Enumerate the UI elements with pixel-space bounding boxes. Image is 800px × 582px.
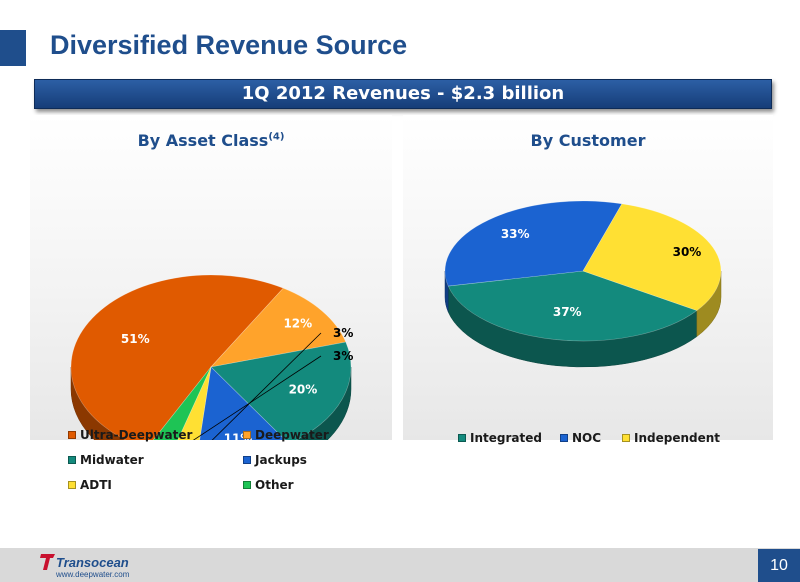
legend-label: NOC [572, 431, 602, 445]
pie-slice-adti [177, 366, 212, 440]
data-label-independent: 30% [673, 245, 702, 259]
slide-title: Diversified Revenue Source [50, 30, 408, 60]
pie-slice-integrated [447, 270, 698, 342]
customer-pie-chart: 37% 33% 30% [444, 200, 722, 368]
legend-swatch [68, 456, 76, 464]
title-accent-bar [0, 30, 26, 66]
customer-legend: Integrated NOC Independent [458, 431, 758, 451]
pie-slice-ultra-deepwater [70, 274, 284, 440]
legend-label: Midwater [80, 453, 144, 467]
legend-label: Deepwater [255, 428, 329, 442]
legend-label: Ultra-Deepwater [80, 428, 193, 442]
legend-swatch [458, 434, 466, 442]
logo-text: Transocean [56, 555, 129, 570]
legend-item-integrated: Integrated [458, 431, 542, 445]
pie-slice-independent [582, 203, 722, 311]
footer-url: www.deepwater.com [56, 570, 130, 579]
data-label-other: 3% [333, 349, 353, 363]
pie-slice-other [152, 366, 212, 440]
legend-swatch [243, 431, 251, 439]
asset-class-legend: Ultra-Deepwater Deepwater Midwater Jacku… [68, 428, 388, 498]
legend-swatch [68, 481, 76, 489]
pie-slice-noc [444, 200, 623, 287]
legend-item-midwater: Midwater [68, 453, 144, 467]
legend-item-independent: Independent [622, 431, 720, 445]
data-label-deepwater: 12% [283, 316, 312, 330]
leader-line-adti [211, 332, 322, 440]
legend-item-ultra-deepwater: Ultra-Deepwater [68, 428, 192, 442]
data-label-midwater: 20% [289, 382, 318, 396]
legend-label: Other [255, 478, 294, 492]
data-label-ultra-deepwater: 51% [121, 332, 150, 346]
asset-class-pie-chart: 51% 12% 20% 11% 3% 3% [70, 274, 353, 440]
legend-label: Jackups [255, 453, 307, 467]
legend-item-jackups: Jackups [243, 453, 307, 467]
legend-label: Independent [634, 431, 721, 445]
pie-slice-midwater [210, 341, 352, 440]
legend-item-noc: NOC [560, 431, 601, 445]
revenue-banner: 1Q 2012 Revenues - $2.3 billion [34, 79, 772, 109]
asset-class-panel: By Asset Class(4) 51% 12% 20% 11% 3% 3% [30, 115, 392, 440]
legend-label: Integrated [470, 431, 542, 445]
legend-label: ADTI [80, 478, 112, 492]
legend-item-deepwater: Deepwater [243, 428, 329, 442]
data-label-noc: 33% [501, 227, 530, 241]
page-number: 10 [758, 549, 800, 582]
transocean-logo-icon [40, 554, 55, 570]
legend-swatch [243, 456, 251, 464]
legend-swatch [243, 481, 251, 489]
customer-panel: By Customer 37% 33% 30% [403, 115, 773, 440]
asset-class-chart-title: By Asset Class(4) [137, 131, 285, 150]
legend-item-other: Other [243, 478, 294, 492]
pie-slice-deepwater [210, 287, 347, 368]
legend-swatch [560, 434, 568, 442]
data-label-integrated: 37% [553, 305, 582, 319]
customer-chart-title: By Customer [530, 131, 646, 150]
legend-swatch [68, 431, 76, 439]
data-label-jackups: 11% [224, 431, 253, 440]
leader-line-other [192, 355, 322, 440]
footnote-marker: (4) [268, 131, 285, 143]
data-label-adti: 3% [333, 326, 353, 340]
legend-item-adti: ADTI [68, 478, 112, 492]
footer-bar [0, 548, 800, 582]
legend-swatch [622, 434, 630, 442]
